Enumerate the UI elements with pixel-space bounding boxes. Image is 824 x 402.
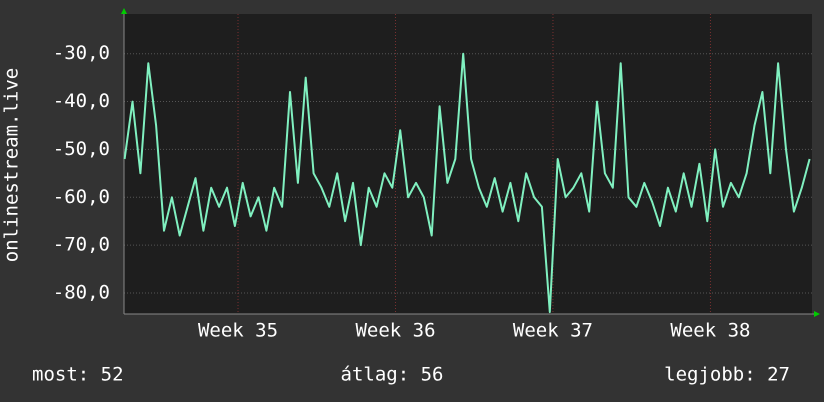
y-tick-label: -50,0 [53,138,110,160]
stat-average: átlag: 56 [341,364,444,386]
y-tick-label: -30,0 [53,42,110,64]
grid [124,14,812,314]
axis-arrow [814,311,820,317]
x-tick-label: Week 37 [513,320,593,342]
y-tick-label: -40,0 [53,90,110,112]
x-tick-label: Week 35 [198,320,278,342]
axis-arrow [121,8,127,14]
y-tick-label: -80,0 [53,281,110,303]
y-axis-label: onlinestream.live [1,68,23,262]
x-tick-label: Week 38 [670,320,750,342]
y-tick-label: -60,0 [53,186,110,208]
data-line [123,52,811,314]
plot-area [124,14,812,314]
x-tick-label: Week 36 [355,320,435,342]
stat-current: most: 52 [32,364,124,386]
stat-best: legjobb: 27 [664,364,790,386]
y-tick-label: -70,0 [53,234,110,256]
